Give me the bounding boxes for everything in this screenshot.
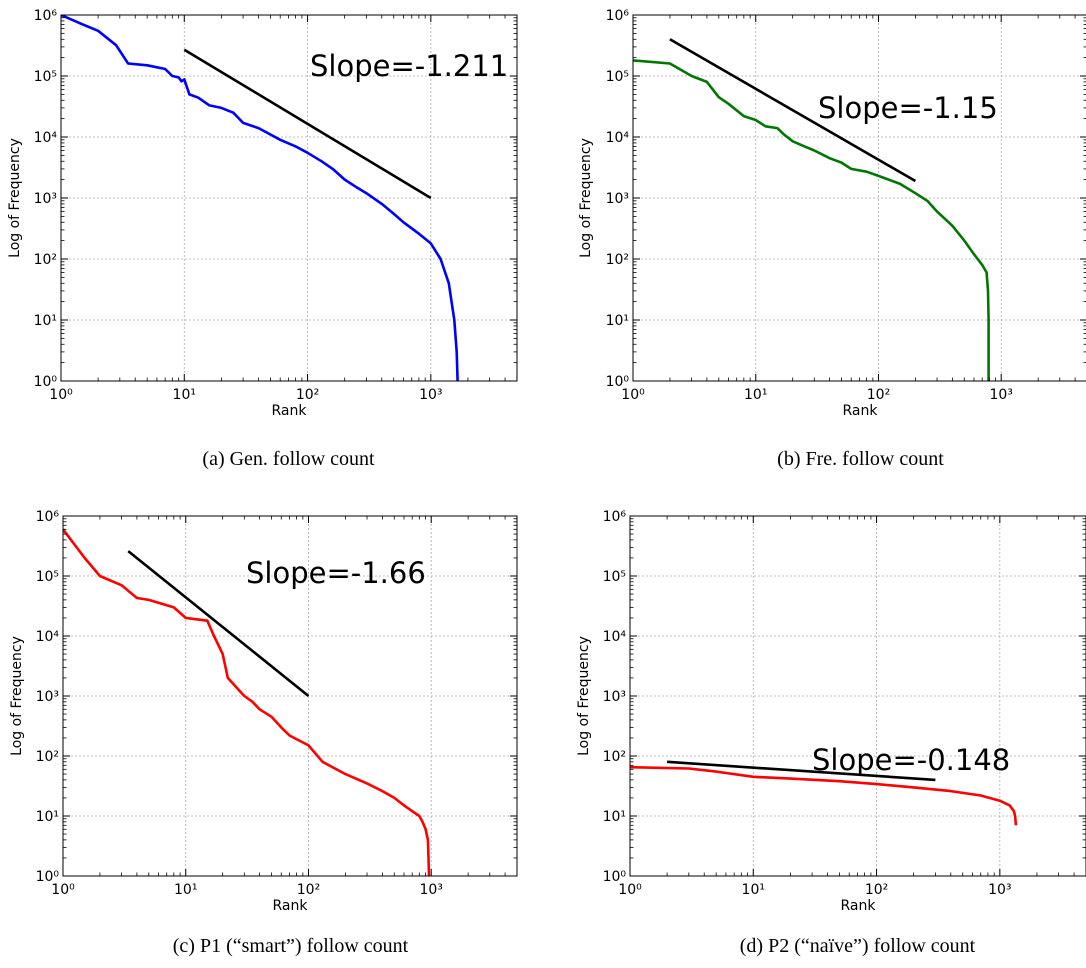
y-tick-label: 10⁴ — [606, 130, 630, 146]
panel-a: 10⁰ 10¹ 10² 10³ 10⁰ 10¹ 10² 10³ 10⁴ 10⁵ 10⁶ Rank Log… — [7, 8, 518, 419]
x-tick-label: 10⁰ — [621, 387, 645, 403]
y-axis-label: Log of Frequency — [576, 636, 592, 756]
panel-d: 10⁰ 10¹ 10² 10³ 10⁰ 10¹ 10² 10³ 10⁴ 10⁵ 10⁶ Rank Log… — [576, 509, 1086, 914]
y-tick-label: 10² — [34, 252, 57, 268]
y-tick-label: 10⁶ — [36, 509, 60, 525]
x-tick-label: 10¹ — [173, 387, 196, 403]
y-tick-label: 10¹ — [34, 313, 57, 329]
slope-fit-line — [667, 760, 936, 782]
data-series-line — [63, 528, 431, 876]
y-axis-label: Log of Frequency — [9, 636, 25, 756]
y-axis-label: Log of Frequency — [7, 138, 23, 258]
slope-fit-line — [183, 48, 432, 200]
y-tick-label: 10¹ — [36, 809, 59, 825]
y-tick-label: 10² — [606, 252, 629, 268]
y-tick-label: 10⁶ — [606, 8, 630, 24]
x-tick-label: 10² — [297, 882, 320, 898]
y-tick-label: 10³ — [603, 689, 626, 705]
data-series-line — [633, 59, 990, 381]
data-series-line — [61, 15, 459, 381]
caption-d: (d) P2 (“naïve”) follow count — [739, 935, 976, 957]
y-tick-label: 10⁰ — [34, 374, 58, 390]
y-tick-label: 10⁴ — [34, 130, 58, 146]
y-tick-label: 10⁴ — [36, 629, 60, 645]
x-tick-label: 10⁰ — [51, 882, 75, 898]
x-tick-label: 10³ — [419, 882, 442, 898]
panel-b: 10⁰ 10¹ 10² 10³ 10⁰ 10¹ 10² 10³ 10⁴ 10⁵ 10⁶ Rank Log… — [578, 8, 1086, 419]
y-tick-label: 10² — [36, 749, 59, 765]
y-tick-label: 10⁶ — [34, 8, 58, 24]
slope-fit-line — [127, 550, 310, 698]
x-tick-label: 10³ — [419, 387, 442, 403]
y-tick-label: 10⁵ — [36, 569, 59, 585]
slope-annotation: Slope=-1.211 — [310, 49, 508, 83]
slope-annotation: Slope=-1.15 — [818, 91, 998, 125]
slope-annotation: Slope=-0.148 — [812, 743, 1010, 777]
x-tick-label: 10¹ — [744, 387, 767, 403]
y-tick-label: 10⁵ — [34, 69, 57, 85]
caption-b: (b) Fre. follow count — [777, 448, 944, 470]
y-tick-label: 10³ — [606, 191, 629, 207]
y-tick-label: 10³ — [34, 191, 57, 207]
y-tick-label: 10³ — [36, 689, 59, 705]
x-axis-label: Rank — [841, 898, 877, 914]
x-axis-label: Rank — [273, 898, 309, 914]
x-tick-label: 10² — [865, 882, 888, 898]
caption-c: (c) P1 (“smart”) follow count — [172, 935, 409, 957]
x-tick-label: 10³ — [988, 882, 1011, 898]
y-axis-label: Log of Frequency — [578, 138, 594, 258]
y-tick-label: 10² — [603, 749, 626, 765]
x-axis-label: Rank — [843, 403, 879, 419]
slope-annotation: Slope=-1.66 — [246, 556, 426, 590]
y-tick-label: 10¹ — [603, 809, 626, 825]
panel-c: 10⁰ 10¹ 10² 10³ 10⁰ 10¹ 10² 10³ 10⁴ 10⁵ 10⁶ Rank Log… — [9, 509, 518, 914]
y-tick-label: 10⁰ — [603, 869, 627, 885]
y-tick-label: 10⁰ — [36, 869, 60, 885]
x-tick-label: 10⁰ — [618, 882, 642, 898]
y-tick-label: 10⁶ — [603, 509, 627, 525]
x-tick-label: 10¹ — [174, 882, 197, 898]
x-tick-label: 10¹ — [742, 882, 765, 898]
x-axis-label: Rank — [272, 403, 308, 419]
y-tick-label: 10¹ — [606, 313, 629, 329]
data-series-line — [630, 765, 1018, 826]
x-tick-label: 10² — [867, 387, 890, 403]
x-tick-label: 10⁰ — [49, 387, 73, 403]
caption-a: (a) Gen. follow count — [202, 448, 375, 470]
y-tick-label: 10⁰ — [606, 374, 630, 390]
y-tick-label: 10⁴ — [603, 629, 627, 645]
y-tick-label: 10⁵ — [606, 69, 629, 85]
y-tick-label: 10⁵ — [603, 569, 626, 585]
x-tick-label: 10³ — [989, 387, 1012, 403]
slope-fit-line — [669, 38, 917, 183]
x-tick-label: 10² — [296, 387, 319, 403]
